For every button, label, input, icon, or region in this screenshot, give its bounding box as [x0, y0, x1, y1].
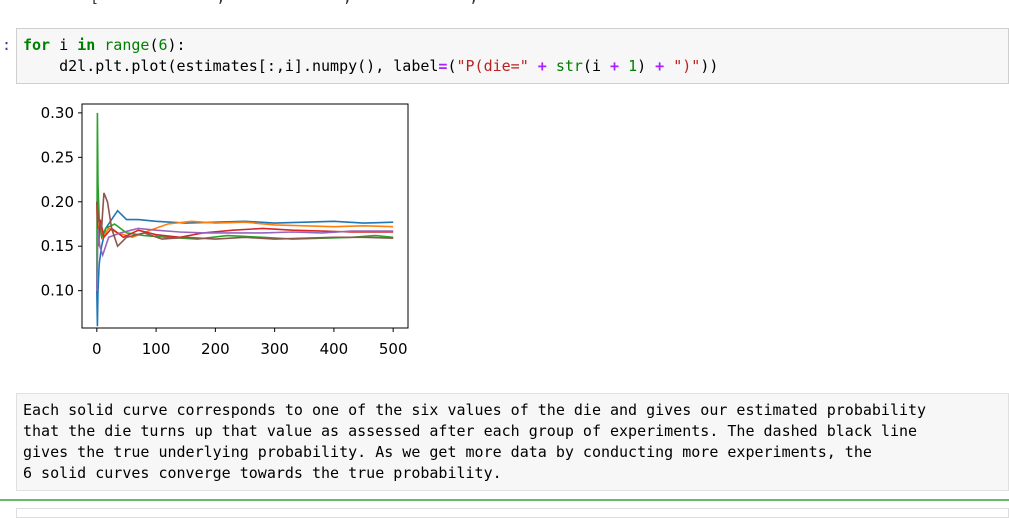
markdown-text: Each solid curve corresponds to one of t…	[23, 401, 927, 482]
plus-op-1: +	[537, 57, 547, 75]
x-tick-label: 400	[320, 340, 349, 358]
y-tick-label: 0.30	[41, 104, 74, 122]
label-open-paren: (	[447, 57, 457, 75]
loop-variable: i	[50, 36, 78, 54]
next-cell[interactable]	[16, 508, 1009, 518]
series-line-5	[96, 227, 394, 291]
range-close: ):	[167, 36, 186, 54]
x-tick-label: 500	[379, 340, 408, 358]
series-line-1	[96, 209, 394, 327]
y-tick-label: 0.25	[41, 148, 74, 166]
range-builtin: range	[104, 36, 150, 54]
y-tick-label: 0.20	[41, 193, 74, 211]
equals-op: =	[438, 57, 448, 75]
cell-prompt: :	[2, 36, 12, 54]
string-literal-1: "P(die="	[456, 57, 529, 75]
plus-op-2: +	[610, 57, 620, 75]
x-tick-label: 100	[142, 340, 171, 358]
code-space	[95, 36, 104, 54]
x-tick-label: 300	[260, 340, 289, 358]
str-builtin: str	[555, 57, 583, 75]
range-open-paren: (	[149, 36, 159, 54]
output-chart: 0.10 0.15 0.20 0.25 0.30 0 100 200 300 400 500	[20, 96, 420, 368]
series-line-4	[96, 201, 394, 247]
x-tick-label: 0	[92, 340, 102, 358]
plus-op-3: +	[655, 57, 665, 75]
y-tick-label: 0.10	[41, 282, 74, 300]
code-cell[interactable]: for i in range(6): d2l.plt.plot(estimate…	[16, 28, 1009, 84]
number-one: 1	[628, 57, 638, 75]
line-chart: 0.10 0.15 0.20 0.25 0.30 0 100 200 300 400 500	[41, 103, 409, 358]
plot-frame	[81, 103, 409, 329]
series-line-2	[96, 201, 394, 247]
string-literal-2: ")"	[673, 57, 701, 75]
code-indent	[23, 57, 59, 75]
previous-output-fragment: [ , , , , ]]),	[90, 0, 590, 4]
y-tick-label: 0.15	[41, 237, 74, 255]
str-close: )	[637, 57, 656, 75]
series-line-6	[96, 192, 394, 248]
in-keyword: in	[77, 36, 96, 54]
x-tick-label: 200	[201, 340, 230, 358]
range-arg: 6	[158, 36, 168, 54]
selected-cell-indicator	[0, 499, 1009, 501]
call-close: ))	[700, 57, 719, 75]
code-editor[interactable]: for i in range(6): d2l.plt.plot(estimate…	[23, 35, 718, 77]
markdown-cell[interactable]: Each solid curve corresponds to one of t…	[16, 393, 1009, 491]
plot-call: d2l.plt.plot(estimates[:,i].numpy(), lab…	[59, 57, 439, 75]
str-args: (i	[582, 57, 611, 75]
for-keyword: for	[23, 36, 51, 54]
series-line-3	[96, 112, 394, 291]
